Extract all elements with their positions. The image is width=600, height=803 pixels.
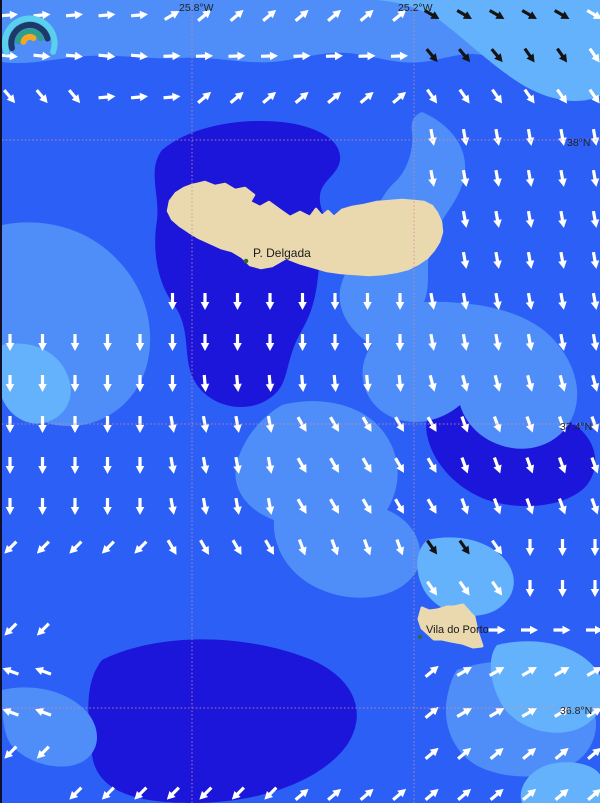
svg-text:Vila do Porto: Vila do Porto <box>426 624 489 636</box>
svg-text:36.8°N: 36.8°N <box>560 705 592 717</box>
svg-text:25.8°W: 25.8°W <box>179 2 214 14</box>
svg-text:38°N: 38°N <box>567 137 590 149</box>
svg-text:25.2°W: 25.2°W <box>398 2 433 14</box>
svg-text:P. Delgada: P. Delgada <box>253 246 311 260</box>
svg-text:37.4°N: 37.4°N <box>560 421 592 433</box>
